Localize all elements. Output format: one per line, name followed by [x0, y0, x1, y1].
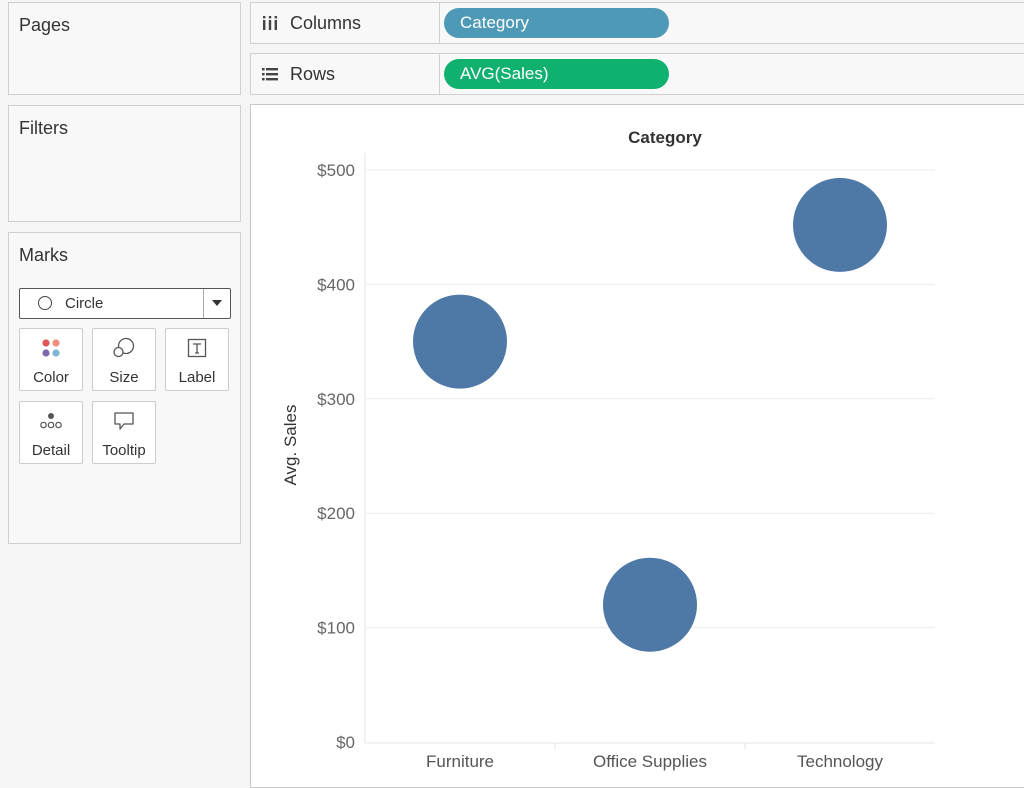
y-tick-label: $100: [317, 619, 355, 638]
tooltip-button[interactable]: Tooltip: [92, 401, 156, 464]
chevron-down-icon[interactable]: [212, 300, 222, 306]
y-axis-title: Avg. Sales: [281, 405, 300, 486]
y-tick-label: $400: [317, 275, 355, 294]
mark-type-dropdown[interactable]: Circle: [19, 288, 231, 319]
color-button[interactable]: Color: [19, 328, 83, 391]
columns-shelf[interactable]: Columns Category: [250, 2, 1024, 44]
shelf-divider: [439, 3, 440, 43]
color-palette-icon: [20, 337, 82, 359]
filters-card-title: Filters: [19, 118, 68, 138]
circle-mark-icon: [38, 296, 52, 310]
y-tick-label: $500: [317, 161, 355, 180]
dropdown-divider: [203, 289, 204, 318]
y-tick-label: $0: [336, 733, 355, 752]
label-button-label: Label: [178, 369, 216, 386]
tooltip-bubble-icon: [93, 410, 155, 432]
y-tick-label: $300: [317, 390, 355, 409]
size-icon: [93, 337, 155, 359]
rows-icon: [261, 65, 279, 83]
pages-card-title: Pages: [19, 15, 71, 35]
columns-shelf-label: Columns: [290, 13, 362, 33]
color-button-label: Color: [33, 369, 69, 386]
rows-shelf[interactable]: Rows AVG(Sales): [250, 53, 1024, 95]
data-point-office-supplies[interactable]: [603, 557, 697, 652]
chart-title: Category: [628, 128, 702, 147]
marks-card: Marks Circle Color: [8, 232, 241, 544]
tooltip-button-label: Tooltip: [102, 442, 146, 459]
shelf-divider: [439, 54, 440, 94]
size-button[interactable]: Size: [92, 328, 156, 391]
detail-button[interactable]: Detail: [19, 401, 83, 464]
filters-card[interactable]: Filters: [8, 105, 241, 222]
size-button-label: Size: [109, 369, 139, 386]
chart-view: $0 $100 $200 $300 $400 $500 Furniture Office Su…: [250, 104, 1024, 788]
x-tick-label: Office Supplies: [593, 752, 707, 771]
marks-card-title: Marks: [19, 245, 68, 265]
x-tick-label: Technology: [797, 752, 884, 771]
label-button[interactable]: Label: [165, 328, 229, 391]
detail-dots-icon: [20, 410, 82, 432]
data-point-furniture[interactable]: [413, 294, 507, 389]
y-tick-label: $200: [317, 504, 355, 523]
columns-icon: [261, 14, 279, 32]
mark-type-label: Circle: [65, 295, 104, 312]
x-tick-label: Furniture: [426, 752, 494, 771]
detail-button-label: Detail: [31, 442, 71, 459]
scatter-chart: $0 $100 $200 $300 $400 $500 Furniture Office Su…: [281, 128, 935, 771]
rows-shelf-label: Rows: [290, 64, 336, 84]
pages-card[interactable]: Pages: [8, 2, 241, 95]
category-pill[interactable]: Category: [444, 8, 669, 38]
data-point-technology[interactable]: [793, 177, 887, 272]
avg-sales-pill[interactable]: AVG(Sales): [444, 59, 669, 89]
text-label-icon: [166, 337, 228, 359]
